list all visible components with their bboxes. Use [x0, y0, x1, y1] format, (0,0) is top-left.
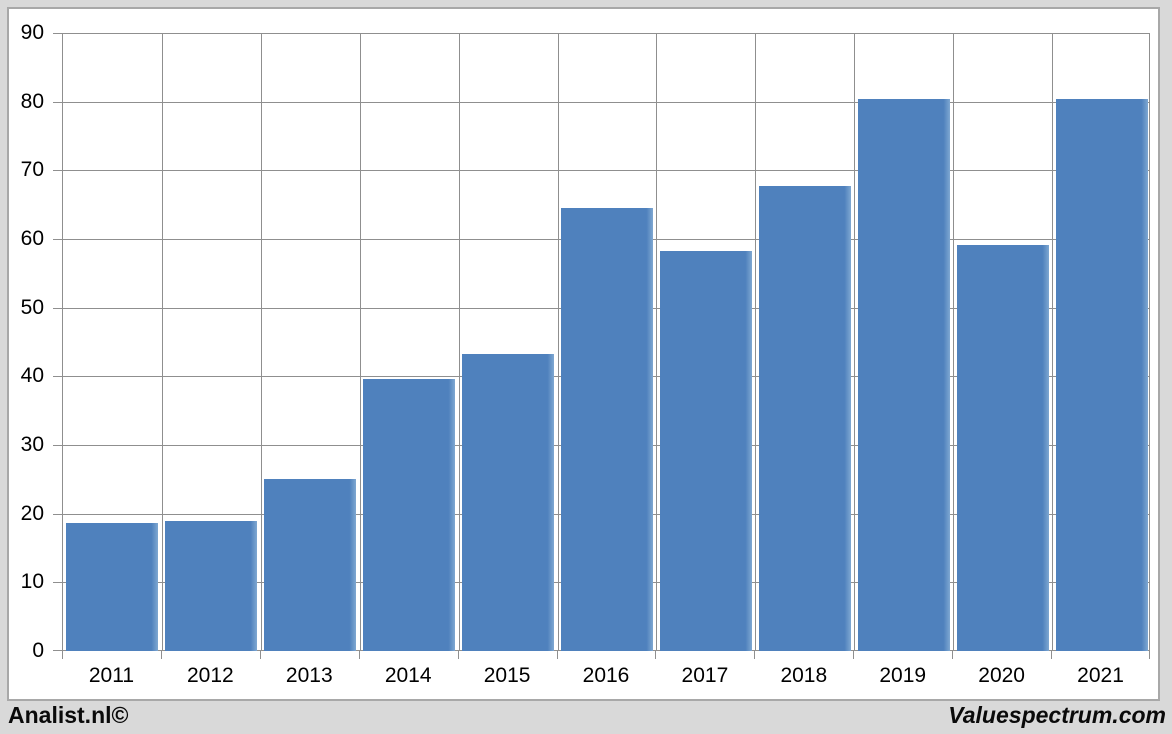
y-tick-20: [53, 513, 62, 515]
bar-2019: [857, 99, 950, 651]
bar-2020: [956, 245, 1049, 651]
x-axis-label-2017: 2017: [681, 664, 729, 687]
x-tick-9: [952, 651, 953, 659]
gridline-v-7: [755, 34, 756, 650]
y-tick-50: [53, 307, 62, 309]
y-axis-label-80: 80: [20, 89, 44, 113]
bar-2021: [1055, 99, 1148, 651]
brand-valuespectrum-label: Valuespectrum.com: [948, 702, 1166, 728]
y-tick-90: [53, 33, 62, 34]
y-tick-0: [53, 650, 62, 651]
y-tick-70: [53, 170, 62, 172]
x-axis-label-2016: 2016: [582, 664, 630, 687]
x-axis-label-2019: 2019: [879, 664, 927, 687]
bar-2015: [462, 353, 555, 651]
plot-area: [62, 33, 1150, 651]
x-tick-2: [260, 651, 261, 659]
bar-2018: [758, 186, 851, 651]
gridline-v-9: [953, 34, 954, 650]
brand-analist-label: Analist.nl©: [8, 702, 129, 728]
x-tick-4: [458, 651, 459, 659]
x-axis-label-2014: 2014: [384, 664, 432, 687]
bar-2011: [66, 522, 159, 651]
x-axis-label-2020: 2020: [978, 664, 1025, 687]
x-tick-11: [1149, 651, 1150, 659]
x-tick-10: [1051, 651, 1052, 659]
x-axis-label-2021: 2021: [1077, 664, 1124, 687]
bar-2014: [363, 378, 456, 651]
gridline-h-80: [63, 101, 1149, 103]
gridline-v-3: [360, 34, 361, 650]
gridline-v-1: [162, 34, 163, 650]
gridline-h-70: [63, 170, 1149, 172]
y-axis-label-50: 50: [20, 295, 44, 319]
y-axis-label-60: 60: [20, 227, 44, 250]
gridline-v-6: [656, 34, 657, 650]
y-tick-40: [53, 376, 62, 378]
y-axis-label-0: 0: [32, 639, 44, 662]
x-tick-0: [62, 651, 63, 659]
bar-2013: [264, 478, 357, 651]
x-tick-7: [754, 651, 755, 659]
x-tick-1: [161, 651, 162, 659]
y-axis-label-30: 30: [20, 433, 44, 456]
gridline-v-10: [1052, 34, 1053, 650]
gridline-v-5: [558, 34, 559, 650]
y-axis-label-20: 20: [20, 501, 44, 525]
x-axis-label-2015: 2015: [483, 664, 531, 687]
x-axis-label-2011: 2011: [88, 664, 135, 687]
y-tick-80: [53, 101, 62, 103]
y-tick-10: [53, 582, 62, 584]
x-axis-label-2013: 2013: [285, 664, 333, 687]
x-tick-3: [359, 651, 360, 659]
bar-2017: [659, 250, 752, 651]
y-axis-label-90: 90: [20, 21, 44, 44]
y-axis-label-40: 40: [20, 364, 44, 388]
x-tick-6: [655, 651, 656, 659]
y-tick-30: [53, 445, 62, 446]
bar-2016: [561, 208, 653, 651]
bar-2012: [165, 520, 258, 651]
gridline-v-2: [261, 34, 262, 650]
gridline-v-8: [854, 34, 855, 650]
y-axis-label-10: 10: [20, 570, 44, 594]
y-tick-60: [53, 239, 62, 240]
y-axis-label-70: 70: [20, 158, 44, 182]
x-axis-label-2012: 2012: [187, 664, 234, 687]
gridline-v-4: [459, 34, 460, 650]
x-axis-label-2018: 2018: [780, 664, 828, 687]
x-tick-8: [853, 651, 854, 659]
x-tick-5: [557, 651, 558, 659]
